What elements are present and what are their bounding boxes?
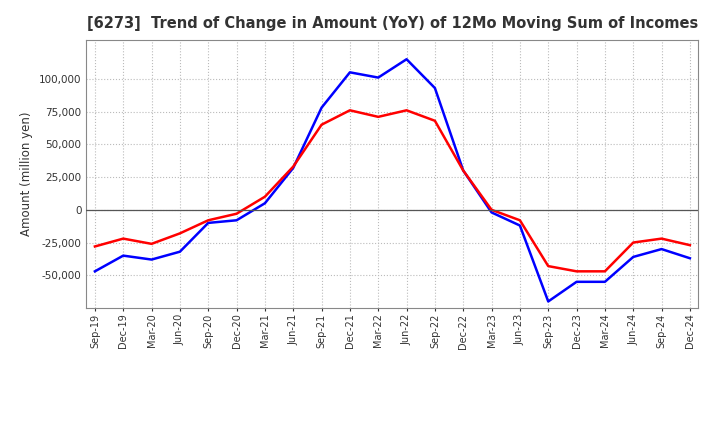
Ordinary Income (516, 223, 524, 228)
Net Income (402, 108, 411, 113)
Ordinary Income (289, 165, 297, 171)
Net Income (346, 108, 354, 113)
Net Income (572, 269, 581, 274)
Legend: Ordinary Income, Net Income: Ordinary Income, Net Income (249, 435, 536, 440)
Net Income (204, 218, 212, 223)
Title: [6273]  Trend of Change in Amount (YoY) of 12Mo Moving Sum of Incomes: [6273] Trend of Change in Amount (YoY) o… (87, 16, 698, 32)
Line: Ordinary Income: Ordinary Income (95, 59, 690, 301)
Line: Net Income: Net Income (95, 110, 690, 271)
Net Income (318, 122, 326, 127)
Ordinary Income (233, 218, 241, 223)
Net Income (544, 264, 552, 269)
Net Income (233, 211, 241, 216)
Ordinary Income (487, 210, 496, 215)
Ordinary Income (176, 249, 184, 254)
Ordinary Income (629, 254, 637, 260)
Net Income (487, 207, 496, 213)
Ordinary Income (657, 246, 666, 252)
Ordinary Income (459, 168, 467, 173)
Y-axis label: Amount (million yen): Amount (million yen) (20, 112, 34, 236)
Net Income (176, 231, 184, 236)
Ordinary Income (119, 253, 127, 258)
Net Income (685, 242, 694, 248)
Net Income (459, 168, 467, 173)
Net Income (261, 194, 269, 199)
Ordinary Income (685, 256, 694, 261)
Net Income (516, 218, 524, 223)
Ordinary Income (572, 279, 581, 284)
Ordinary Income (261, 201, 269, 206)
Net Income (431, 118, 439, 123)
Ordinary Income (318, 105, 326, 110)
Net Income (374, 114, 382, 120)
Ordinary Income (374, 75, 382, 80)
Ordinary Income (91, 269, 99, 274)
Ordinary Income (600, 279, 609, 284)
Net Income (657, 236, 666, 241)
Net Income (119, 236, 127, 241)
Ordinary Income (204, 220, 212, 226)
Net Income (629, 240, 637, 245)
Ordinary Income (346, 70, 354, 75)
Ordinary Income (544, 299, 552, 304)
Ordinary Income (148, 257, 156, 262)
Ordinary Income (402, 57, 411, 62)
Net Income (148, 241, 156, 246)
Ordinary Income (431, 85, 439, 91)
Net Income (289, 164, 297, 169)
Net Income (600, 269, 609, 274)
Net Income (91, 244, 99, 249)
